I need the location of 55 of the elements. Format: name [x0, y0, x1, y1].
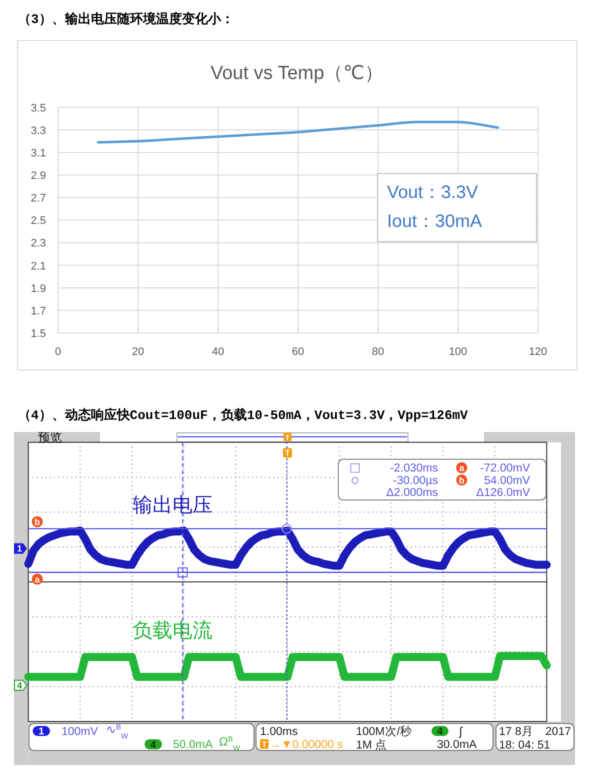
text: 4: [16, 680, 22, 691]
text: b: [458, 475, 465, 486]
text: T: [262, 740, 267, 749]
ref-line-label: a: [34, 574, 41, 584]
y-tick-label: 1.9: [30, 282, 46, 295]
y-tick-label: 2.9: [30, 170, 46, 182]
text: a: [459, 463, 466, 473]
x-tick-label: 120: [528, 346, 548, 358]
y-tick-label: 3.1: [30, 147, 46, 160]
series-label: 负载电流: [132, 620, 212, 642]
line-series: [96, 120, 500, 144]
text: -72.00mV: [480, 462, 530, 475]
text: Δ126.0mV: [476, 486, 530, 499]
text: 100M次/秒: [356, 725, 412, 738]
x-tick-label: 60: [292, 346, 304, 358]
text: 1: [38, 726, 45, 738]
y-tick-label: 1.5: [30, 328, 46, 340]
y-tick-label: 2.1: [30, 260, 46, 272]
text: （3）、输出电压随环境温度变化小：: [18, 11, 234, 27]
text: 1M 点: [356, 738, 388, 752]
text: 2017: [545, 726, 571, 738]
y-tick-label: 3.3: [30, 124, 46, 137]
x-tick-label: 20: [132, 346, 144, 358]
y-tick-label: 2.5: [30, 215, 46, 228]
x-tick-label: 80: [372, 346, 384, 358]
x-tick-label: 0: [54, 346, 62, 358]
text: -2.030ms: [390, 462, 438, 475]
text: 54.00mV: [484, 475, 530, 487]
text: 100mV: [62, 726, 98, 738]
series-label: 输出电压: [132, 494, 212, 517]
text: 4: [150, 740, 156, 751]
y-tick-label: 1.7: [30, 305, 46, 318]
x-tick-label: 100: [448, 346, 468, 358]
text: 17 8月: [499, 725, 534, 738]
text: 预览: [38, 430, 62, 444]
chart-title: （4）、动态响应快Cout=100uF，负载10-50mA，Vout=3.3V，Vpp=126mV: [18, 407, 468, 423]
chart-title: Vout vs Temp（℃）: [210, 63, 384, 84]
text: ∫: [458, 724, 463, 738]
y-tick-label: 2.3: [30, 238, 46, 250]
annotation: Iout：30mA: [387, 211, 482, 231]
text: 4: [437, 726, 444, 738]
text: →▼0.00000 s: [270, 739, 344, 751]
y-tick-label: 3.5: [30, 102, 46, 114]
text: -30.00µs: [393, 475, 438, 487]
text: Δ2.000ms: [386, 486, 438, 499]
text: 30.0mA: [437, 739, 477, 751]
y-tick-label: 2.7: [30, 192, 46, 205]
text: 1: [16, 544, 22, 554]
x-tick-label: 40: [212, 346, 224, 358]
text: T: [285, 448, 290, 458]
text: 50.0mA: [173, 739, 213, 751]
text: 1.00ms: [260, 726, 298, 738]
annotation: Vout：3.3V: [387, 182, 478, 202]
text: 18: 04: 51: [499, 740, 550, 752]
ref-line-label: b: [34, 517, 41, 527]
